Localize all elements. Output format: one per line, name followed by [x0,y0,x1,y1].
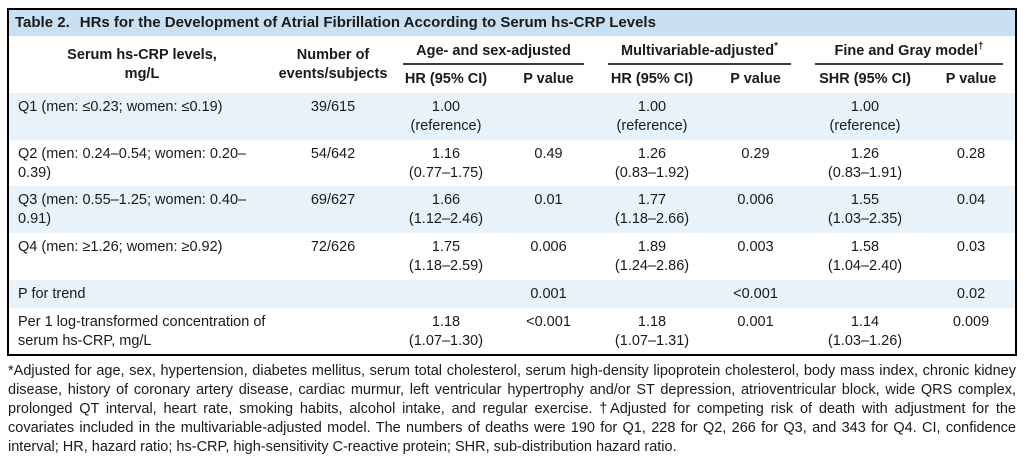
subheader-hr-ci-1: HR (95% CI) [391,66,501,94]
column-header-levels: Serum hs-CRP levels, mg/L [9,36,275,94]
shr-cell [803,280,927,308]
hr-cell: 1.00 (reference) [616,99,688,134]
subheader-shr-ci: SHR (95% CI) [803,66,928,94]
p-value-cell: <0.001 [526,313,571,330]
shr-cell: 1.58 (1.04–2.40) [827,239,903,274]
p-value-cell: 0.009 [952,313,990,330]
hr-cell: 1.77 (1.18–2.66) [614,192,690,228]
hr-cell: 1.18 (1.07–1.31) [614,313,690,349]
hr-cell: 1.00 (reference) [410,99,482,134]
hr-cell [391,280,501,308]
table-footnote: *Adjusted for age, sex, hypertension, di… [8,363,1016,455]
row-label: P for trend [18,285,86,302]
table-row-q1: Q1 (men: ≤0.23; women: ≤0.19) 39/615 1.0… [9,93,1016,140]
row-label: Per 1 log-transformed concentration of s… [18,313,266,349]
table-title: Table 2. HRs for the Development of Atria… [9,10,1015,36]
row-label: Q4 (men: ≥1.26; women: ≥0.92) [18,239,223,256]
table-row-q4: Q4 (men: ≥1.26; women: ≥0.92) 72/626 1.7… [9,233,1015,280]
group-header-age-sex-adjusted: Age- and sex-adjusted [391,36,597,67]
hr-cell: 1.16 (0.77–1.75) [408,145,484,181]
hr-cell: 1.26 (0.83–1.92) [614,145,690,181]
shr-cell: 1.55 (1.03–2.35) [827,192,903,228]
table-number: Table 2. [15,14,70,31]
p-value-cell: 0.006 [530,239,567,256]
p-value-cell: 0.01 [534,192,563,209]
p-value-cell: 0.03 [956,239,986,256]
table-body: Q1 (men: ≤0.23; women: ≤0.19) 39/615 1.0… [9,93,1016,355]
row-label: Q2 (men: 0.24–0.54; women: 0.20–0.39) [18,145,247,181]
hr-cell: 1.66 (1.12–2.46) [408,192,484,228]
group-header-fine-gray-model: Fine and Gray model† [803,36,1016,67]
p-value-cell: 0.29 [741,145,770,162]
p-value-cell: 0.001 [530,285,567,302]
p-value-cell: <0.001 [733,285,778,302]
hr-cell: 1.18 (1.07–1.30) [408,313,484,349]
row-label: Q1 (men: ≤0.23; women: ≤0.19) [18,99,223,116]
shr-cell: 1.26 (0.83–1.91) [827,145,903,181]
p-value-cell: 0.003 [737,239,774,256]
table-row-per-log: Per 1 log-transformed concentration of s… [9,308,1015,355]
events-cell: 72/626 [310,239,356,256]
events-cell: 69/627 [310,192,356,209]
events-cell [275,280,391,308]
p-value-cell [708,93,803,140]
hr-cell: 1.89 (1.24–2.86) [614,239,690,274]
p-value-cell: 0.02 [956,285,986,302]
p-value-cell [927,93,1015,140]
subheader-p-value-1: P value [501,66,597,94]
table-row-q3: Q3 (men: 0.55–1.25; women: 0.40–0.91) 69… [9,186,1016,234]
table-row-q2: Q2 (men: 0.24–0.54; women: 0.20–0.39) 54… [9,140,1015,187]
events-cell: 39/615 [310,99,356,116]
p-value-cell: 0.49 [534,145,563,162]
column-header-events: Number of events/subjects [275,36,391,94]
events-cell [275,308,391,355]
subheader-p-value-3: P value [927,66,1016,94]
shr-cell: 1.14 (1.03–1.26) [827,313,903,349]
table-2-frame: Table 2. HRs for the Development of Atria… [7,8,1017,357]
subheader-p-value-2: P value [708,66,804,94]
hr-cell: 1.75 (1.18–2.59) [408,239,484,274]
group-header-multivariable-adjusted: Multivariable-adjusted* [596,36,804,67]
p-value-cell: 0.001 [737,313,774,330]
p-value-cell: 0.28 [956,145,986,162]
p-value-cell [501,93,596,140]
events-cell: 54/642 [310,145,356,162]
row-label: Q3 (men: 0.55–1.25; women: 0.40–0.91) [18,192,247,228]
p-value-cell: 0.006 [737,192,774,209]
p-value-cell: 0.04 [956,192,986,209]
table-row-p-for-trend: P for trend 0.001 <0.001 0.02 [9,279,1016,308]
hr-results-table: Serum hs-CRP levels, mg/L Number of even… [9,36,1016,355]
table-title-text: HRs for the Development of Atrial Fibril… [79,14,656,31]
table-header: Serum hs-CRP levels, mg/L Number of even… [9,36,1016,94]
subheader-hr-ci-2: HR (95% CI) [596,66,709,94]
shr-cell: 1.00 (reference) [829,99,901,134]
hr-cell [596,280,708,308]
